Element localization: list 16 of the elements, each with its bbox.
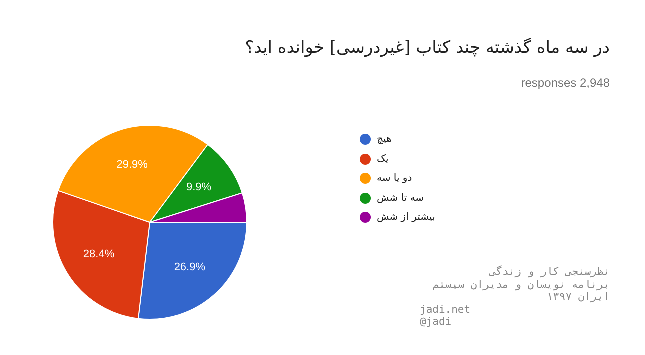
text: برنامه نویسان و مدیران سیستم [432,278,610,291]
legend-label: دو یا سه [377,173,412,184]
legend-label: یک [377,154,389,165]
chart-title: در سه ماه گذشته چند کتاب [غیردرسی] خوانده اید؟ [245,38,610,58]
text: نظرسنجی کار و زندگی [488,266,610,278]
text: ایران ۱۳۹۷ [546,291,610,304]
text: @jadi [420,316,453,328]
data-label: 26.9% [174,262,206,274]
text: responses 2,948 [521,76,610,90]
legend-label: بیشتر از شش [377,212,436,224]
legend-label: سه تا شش [377,192,424,204]
data-label: 28.4% [83,248,115,260]
legend-label: هیچ [377,134,392,146]
data-label: 9.9% [186,182,212,194]
text: jadi.net [420,304,472,316]
data-label: 29.9% [116,159,148,172]
